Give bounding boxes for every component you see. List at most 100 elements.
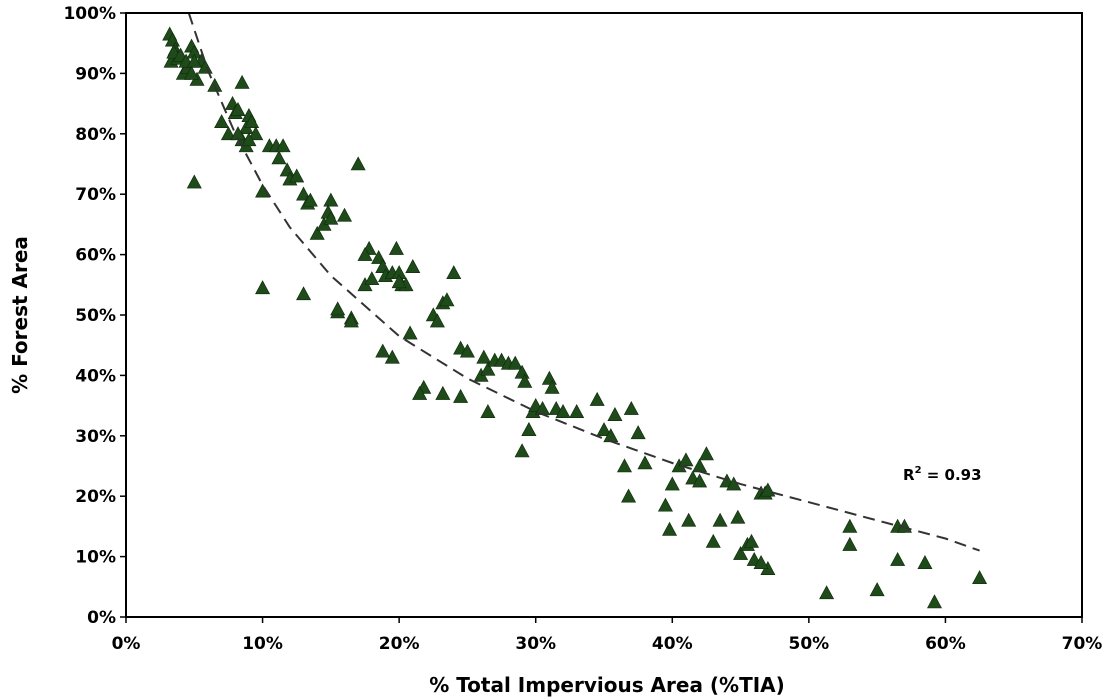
x-tick-label: 10% xyxy=(242,634,283,654)
data-point xyxy=(412,385,428,400)
data-point xyxy=(662,521,678,536)
y-tick-label: 50% xyxy=(75,306,116,326)
data-point xyxy=(733,545,749,560)
y-axis-title: % Forest Area xyxy=(8,236,32,394)
data-point xyxy=(271,150,287,165)
data-point xyxy=(544,379,560,394)
data-point xyxy=(521,422,537,437)
data-point xyxy=(517,373,533,388)
r-squared-value: = 0.93 xyxy=(922,466,982,484)
data-point xyxy=(514,443,530,458)
data-point xyxy=(507,355,523,370)
data-point xyxy=(637,455,653,470)
data-point xyxy=(476,349,492,364)
data-point xyxy=(890,551,906,566)
data-point xyxy=(402,325,418,340)
y-tick-label: 30% xyxy=(75,427,116,447)
data-point xyxy=(275,138,291,153)
data-point xyxy=(616,458,632,473)
x-tick-label: 50% xyxy=(789,634,830,654)
data-point xyxy=(514,364,530,379)
data-point xyxy=(214,114,230,129)
y-tick-label: 60% xyxy=(75,246,116,266)
data-point xyxy=(279,162,295,177)
data-point xyxy=(244,114,260,129)
x-tick-label: 20% xyxy=(379,634,420,654)
data-point xyxy=(630,425,646,440)
data-point xyxy=(429,313,445,328)
data-point xyxy=(323,192,339,207)
y-tick-label: 100% xyxy=(63,4,116,24)
data-point xyxy=(323,210,339,225)
y-tick-label: 80% xyxy=(75,125,116,145)
data-point xyxy=(220,126,236,141)
data-point xyxy=(453,388,469,403)
data-point xyxy=(753,555,769,569)
data-point xyxy=(972,570,988,585)
data-point xyxy=(241,132,257,147)
data-point xyxy=(842,536,858,551)
y-tick-label: 10% xyxy=(75,548,116,568)
plot-frame xyxy=(125,12,1083,618)
y-tick-label: 40% xyxy=(75,366,116,386)
data-point xyxy=(692,458,708,473)
data-point xyxy=(917,555,933,569)
data-point xyxy=(337,207,353,222)
data-point xyxy=(184,65,200,80)
data-point xyxy=(681,512,697,527)
data-point xyxy=(350,156,366,171)
data-point xyxy=(357,246,373,261)
data-point xyxy=(927,594,943,609)
data-point xyxy=(343,313,359,328)
data-point xyxy=(623,400,639,415)
data-point xyxy=(296,286,312,301)
data-point xyxy=(730,509,746,524)
data-point xyxy=(439,292,455,307)
r-squared-annotation: R2 = 0.93 xyxy=(903,465,982,484)
data-point xyxy=(234,74,250,89)
data-point xyxy=(289,168,305,183)
data-point xyxy=(255,280,271,295)
x-tick-label: 70% xyxy=(1062,634,1103,654)
data-point xyxy=(621,488,637,503)
data-point xyxy=(555,404,571,418)
data-point xyxy=(375,259,391,273)
x-tick-label: 30% xyxy=(515,634,556,654)
data-point xyxy=(678,452,694,467)
data-points xyxy=(162,26,988,609)
r-squared-label: R xyxy=(903,466,915,484)
trend-line xyxy=(187,12,980,552)
data-point xyxy=(541,370,557,385)
data-point xyxy=(607,407,623,421)
data-point xyxy=(446,265,462,280)
data-point xyxy=(743,533,759,548)
x-tick-label: 40% xyxy=(652,634,693,654)
data-point xyxy=(569,404,585,418)
data-point xyxy=(459,343,475,358)
data-point xyxy=(230,102,246,116)
r-squared-superscript: 2 xyxy=(915,465,922,476)
data-point xyxy=(705,533,721,548)
data-point xyxy=(842,518,858,533)
y-tick-label: 0% xyxy=(87,608,116,628)
data-point xyxy=(664,476,680,491)
data-point xyxy=(375,343,391,358)
data-point xyxy=(405,259,421,273)
y-axis-ticks: 0% 10% 20% 30% 40% 50% 60% 70% 80% 90% 100% xyxy=(63,4,126,628)
data-point xyxy=(302,192,318,207)
data-point xyxy=(248,126,264,141)
x-tick-label: 60% xyxy=(925,634,966,654)
data-point xyxy=(692,473,708,488)
data-point xyxy=(589,391,605,406)
data-point xyxy=(330,301,346,316)
y-tick-label: 70% xyxy=(75,185,116,205)
data-point xyxy=(596,422,612,437)
data-point xyxy=(364,271,380,286)
x-axis-ticks: 0% 10% 20% 30% 40% 50% 60% 70% xyxy=(112,617,1103,654)
data-point xyxy=(712,512,728,527)
x-tick-label: 0% xyxy=(112,634,141,654)
data-point xyxy=(255,183,271,198)
y-tick-label: 90% xyxy=(75,64,116,84)
data-point xyxy=(435,385,451,400)
